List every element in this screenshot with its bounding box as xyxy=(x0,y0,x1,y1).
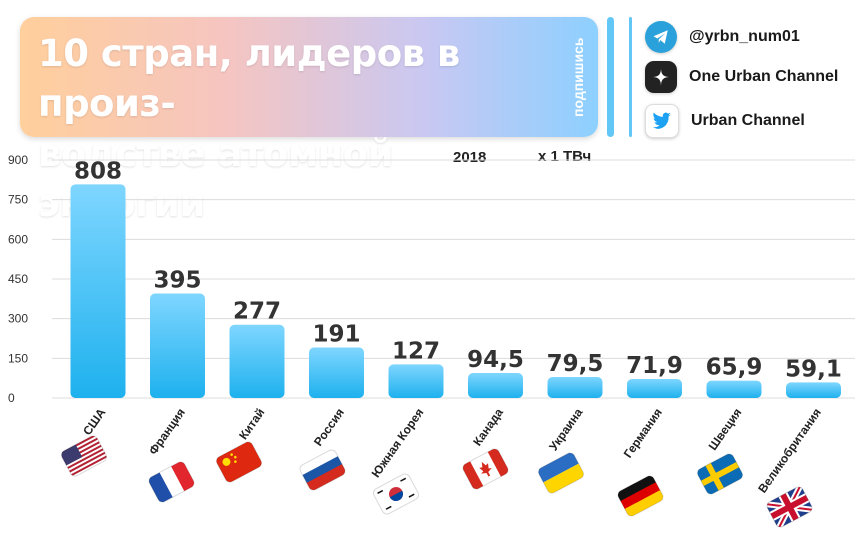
bar xyxy=(150,293,205,398)
x-tick-label: Франция xyxy=(146,406,188,458)
telegram-icon xyxy=(645,21,677,53)
cn-flag-icon xyxy=(214,440,264,484)
social-telegram[interactable]: @yrbn_num01 xyxy=(645,20,800,54)
title-line-1: 10 стран, лидеров в произ- xyxy=(38,32,460,125)
zen-icon xyxy=(645,61,677,93)
x-tick-label: Китай xyxy=(236,406,267,442)
social-zen[interactable]: One Urban Channel xyxy=(645,60,838,94)
data-label: 79,5 xyxy=(547,351,604,377)
ua-flag-icon xyxy=(536,451,586,495)
se-flag-icon xyxy=(695,452,745,496)
x-tick-label: Украина xyxy=(546,405,585,453)
gb-flag-icon xyxy=(765,485,814,529)
x-tick-label: Канада xyxy=(470,405,506,448)
year-label: 2018 xyxy=(453,149,487,166)
twitter-icon xyxy=(645,104,679,138)
fr-flag-icon xyxy=(147,460,196,504)
social-label-telegram: @yrbn_num01 xyxy=(689,28,800,45)
y-tick-label: 450 xyxy=(8,272,28,286)
data-label: 94,5 xyxy=(467,347,524,373)
y-tick-label: 0 xyxy=(8,391,15,405)
data-label: 127 xyxy=(392,338,440,364)
bar xyxy=(706,380,762,398)
y-tick-label: 750 xyxy=(8,193,28,207)
bar xyxy=(627,378,682,398)
de-flag-icon xyxy=(616,474,665,518)
divider-line xyxy=(629,17,632,137)
bar xyxy=(547,376,603,398)
data-label: 71,9 xyxy=(626,353,683,379)
data-label: 191 xyxy=(312,321,360,347)
x-tick-label: Швеция xyxy=(706,406,745,453)
y-tick-label: 150 xyxy=(8,351,28,365)
kr-flag-icon xyxy=(371,472,421,516)
x-tick-label: Германия xyxy=(621,406,665,461)
bar xyxy=(309,347,364,398)
ru-flag-icon xyxy=(298,448,347,492)
data-label: 395 xyxy=(153,268,201,294)
social-label-zen: One Urban Channel xyxy=(689,68,839,85)
bar xyxy=(468,373,523,398)
ca-flag-icon xyxy=(461,447,510,491)
social-twitter[interactable]: Urban Channel xyxy=(645,104,805,138)
social-label-twitter: Urban Channel xyxy=(691,112,805,129)
bar xyxy=(229,324,285,398)
x-tick-label: США xyxy=(80,405,109,437)
y-tick-label: 300 xyxy=(8,312,28,326)
data-label: 59,1 xyxy=(785,356,842,382)
us-flag-icon xyxy=(59,434,109,478)
data-label: 808 xyxy=(74,158,122,184)
y-tick-label: 900 xyxy=(8,153,28,167)
x-tick-label: Великобритания xyxy=(755,406,824,496)
unit-label: x 1 ТВч xyxy=(538,148,592,165)
x-tick-label: Южная Корея xyxy=(369,406,427,480)
y-tick-label: 600 xyxy=(8,232,28,246)
data-label: 277 xyxy=(233,299,281,325)
bar xyxy=(70,184,126,398)
bar xyxy=(786,382,841,398)
x-tick-label: Россия xyxy=(311,406,347,449)
bar xyxy=(388,364,444,398)
divider-bar xyxy=(607,17,614,137)
data-label: 65,9 xyxy=(706,355,763,381)
